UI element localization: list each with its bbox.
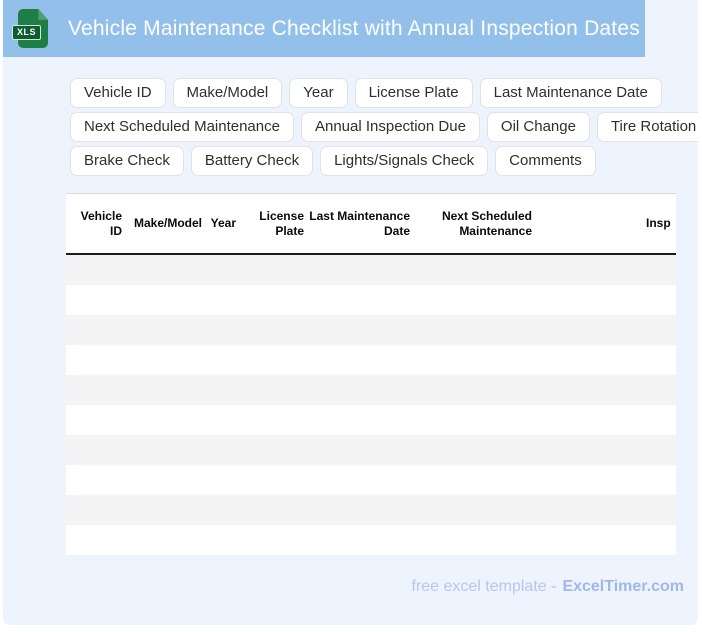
- table-row: [66, 465, 676, 495]
- xls-file-icon: XLS: [12, 9, 48, 48]
- col-header-last-maintenance-date: Last Maintenance Date: [309, 208, 410, 238]
- xls-badge: XLS: [12, 25, 42, 40]
- table-row: [66, 315, 676, 345]
- table-row: [66, 525, 676, 555]
- col-header-year: Year: [210, 216, 236, 230]
- file-fold-corner: [38, 9, 48, 20]
- col-header-make-model: Make/Model: [133, 216, 202, 230]
- chip-make-model[interactable]: Make/Model: [172, 78, 283, 108]
- col-header-vehicle-id: Vehicle ID: [80, 208, 122, 238]
- chip-annual-inspection-due[interactable]: Annual Inspection Due: [300, 112, 480, 142]
- table-row: [66, 285, 676, 315]
- chip-next-scheduled-maintenance[interactable]: Next Scheduled Maintenance: [70, 112, 294, 142]
- table-row: [66, 255, 676, 285]
- content-card: XLS Vehicle Maintenance Checklist with A…: [3, 0, 698, 625]
- page-title: Vehicle Maintenance Checklist with Annua…: [68, 16, 640, 40]
- table-row: [66, 345, 676, 375]
- col-header-next-scheduled-maintenance: Next Scheduled Maintenance: [441, 208, 532, 238]
- preview-table: Vehicle ID Make/Model Year License Plate…: [66, 193, 676, 555]
- chip-battery-check[interactable]: Battery Check: [190, 146, 314, 176]
- chip-lights-signals-check[interactable]: Lights/Signals Check: [320, 146, 489, 176]
- table-row: [66, 435, 676, 465]
- chip-row-1: Vehicle ID Make/Model Year License Plate…: [70, 78, 682, 108]
- field-chips: Vehicle ID Make/Model Year License Plate…: [70, 78, 698, 180]
- table-row: [66, 375, 676, 405]
- chip-comments[interactable]: Comments: [495, 146, 596, 176]
- table-row: [66, 495, 676, 525]
- chip-oil-change[interactable]: Oil Change: [486, 112, 590, 142]
- header-bar: XLS Vehicle Maintenance Checklist with A…: [3, 0, 645, 57]
- col-header-inspection-clipped: Insp: [646, 216, 671, 230]
- chip-license-plate[interactable]: License Plate: [354, 78, 473, 108]
- footer-text: free excel template -: [411, 578, 557, 595]
- chip-brake-check[interactable]: Brake Check: [70, 146, 184, 176]
- chip-last-maintenance-date[interactable]: Last Maintenance Date: [479, 78, 662, 108]
- chip-row-3: Brake Check Battery Check Lights/Signals…: [70, 146, 682, 176]
- chip-row-2: Next Scheduled Maintenance Annual Inspec…: [70, 112, 698, 142]
- table-header-row: Vehicle ID Make/Model Year License Plate…: [66, 193, 676, 255]
- footer-brand-link[interactable]: ExcelTimer.com: [562, 578, 684, 595]
- table-rows: [66, 255, 676, 555]
- footer: free excel template - ExcelTimer.com: [411, 578, 684, 596]
- chip-vehicle-id[interactable]: Vehicle ID: [70, 78, 166, 108]
- col-header-license-plate: License Plate: [259, 208, 304, 238]
- table-row: [66, 405, 676, 435]
- chip-tire-rotation[interactable]: Tire Rotation: [596, 112, 698, 142]
- chip-year[interactable]: Year: [289, 78, 348, 108]
